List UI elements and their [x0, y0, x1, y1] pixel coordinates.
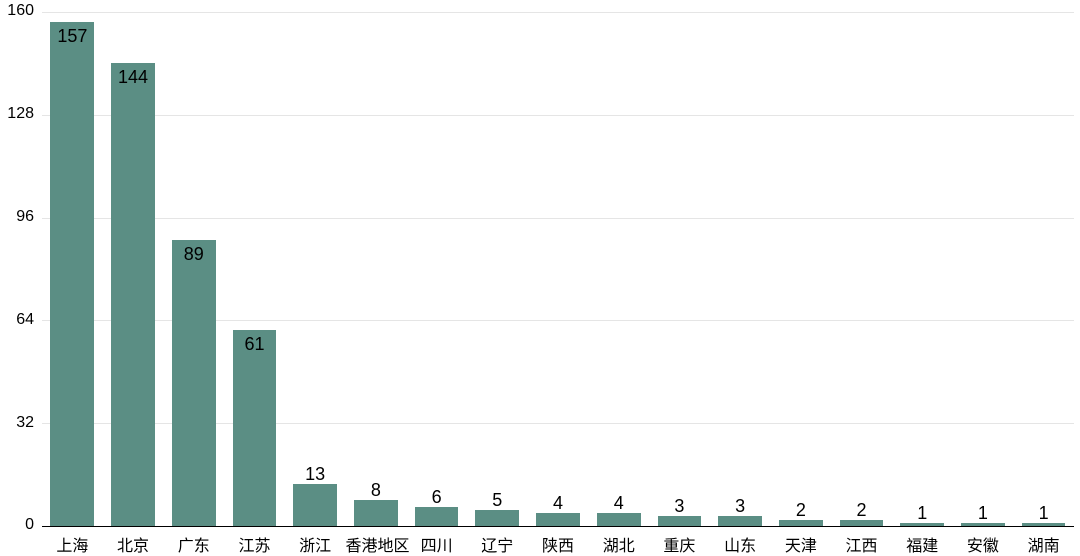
x-tick-label: 湖南 — [1013, 532, 1074, 556]
gridline — [42, 115, 1074, 116]
y-tick-label: 32 — [0, 414, 34, 432]
bar — [475, 510, 519, 526]
y-tick-label: 160 — [0, 2, 34, 20]
y-tick-label: 0 — [0, 516, 34, 534]
x-tick-label: 上海 — [42, 532, 103, 556]
bar-value-label: 6 — [406, 487, 467, 508]
bar-value-label: 1 — [953, 503, 1014, 524]
bar-value-label: 4 — [588, 493, 649, 514]
bar-value-label: 5 — [467, 490, 528, 511]
bar — [233, 330, 277, 526]
bar — [415, 507, 459, 526]
x-tick-label: 湖北 — [588, 532, 649, 556]
bar-value-label: 2 — [831, 500, 892, 521]
bar — [718, 516, 762, 526]
bar-value-label: 2 — [770, 500, 831, 521]
x-tick-label: 陕西 — [528, 532, 589, 556]
y-tick-label: 96 — [0, 208, 34, 226]
x-tick-label: 江苏 — [224, 532, 285, 556]
bar — [111, 63, 155, 526]
x-axis — [42, 526, 1074, 527]
bar-value-label: 89 — [163, 244, 224, 265]
bar-value-label: 157 — [42, 26, 103, 47]
bar-value-label: 13 — [285, 464, 346, 485]
x-tick-label: 天津 — [770, 532, 831, 556]
bar-value-label: 144 — [103, 67, 164, 88]
x-tick-label: 四川 — [406, 532, 467, 556]
bar-value-label: 1 — [1013, 503, 1074, 524]
bar — [536, 513, 580, 526]
x-tick-label: 重庆 — [649, 532, 710, 556]
gridline — [42, 218, 1074, 219]
bar — [172, 240, 216, 526]
x-tick-label: 广东 — [163, 532, 224, 556]
x-tick-label: 江西 — [831, 532, 892, 556]
x-tick-label: 北京 — [103, 532, 164, 556]
gridline — [42, 12, 1074, 13]
x-tick-label: 浙江 — [285, 532, 346, 556]
bar-value-label: 8 — [346, 480, 407, 501]
bar-value-label: 3 — [649, 496, 710, 517]
y-tick-label: 128 — [0, 105, 34, 123]
y-tick-label: 64 — [0, 311, 34, 329]
bar-value-label: 1 — [892, 503, 953, 524]
bar — [293, 484, 337, 526]
x-tick-label: 安徽 — [953, 532, 1014, 556]
bar-value-label: 61 — [224, 334, 285, 355]
bar — [597, 513, 641, 526]
x-tick-label: 福建 — [892, 532, 953, 556]
bar-chart: 0326496128160 157144896113865443322111 上… — [0, 0, 1080, 556]
x-tick-label: 辽宁 — [467, 532, 528, 556]
bar — [50, 22, 94, 526]
x-tick-label: 香港地区 — [346, 532, 407, 556]
bar — [354, 500, 398, 526]
bar-value-label: 4 — [528, 493, 589, 514]
x-tick-label: 山东 — [710, 532, 771, 556]
bar — [658, 516, 702, 526]
bar-value-label: 3 — [710, 496, 771, 517]
